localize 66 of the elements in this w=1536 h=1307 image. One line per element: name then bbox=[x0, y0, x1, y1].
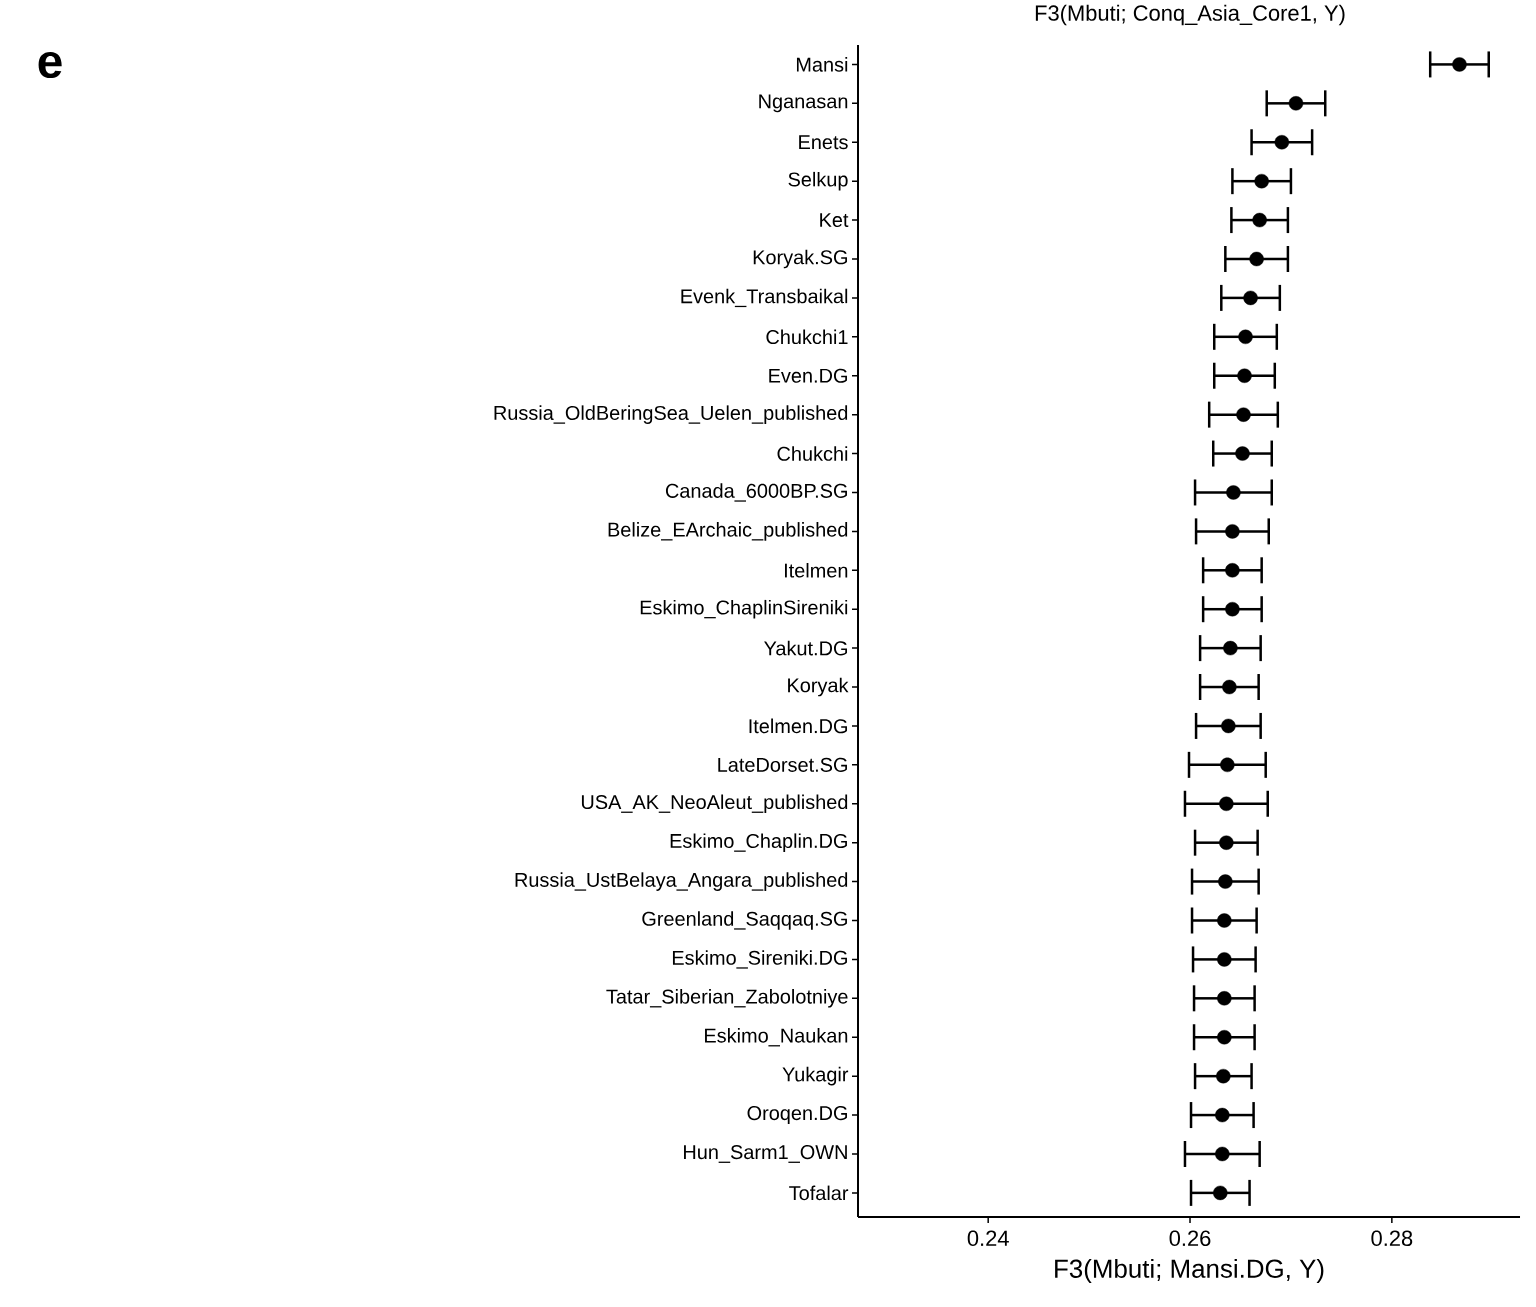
y-tick-label: USA_AK_NeoAleut_published bbox=[581, 794, 848, 814]
text: F3(Mbuti; Conq_Asia_Core1, Y) bbox=[1035, 4, 1345, 26]
y-tick-label: Russia_OldBeringSea_Uelen_published bbox=[494, 405, 848, 424]
y-tick-label: Russia_UstBelaya_Angara_published bbox=[515, 872, 848, 891]
point bbox=[1236, 407, 1251, 422]
point bbox=[1221, 718, 1236, 734]
point bbox=[1254, 173, 1269, 189]
y-tick-label: Eskimo_Chaplin.DG bbox=[670, 833, 847, 852]
point bbox=[1217, 913, 1232, 928]
point bbox=[1225, 563, 1240, 578]
point bbox=[1216, 1068, 1231, 1084]
point bbox=[1237, 368, 1252, 383]
point bbox=[1274, 135, 1290, 150]
y-tick-label: LateDorset.SG bbox=[718, 757, 847, 772]
y-tick-label: Belize_EArchaic_published bbox=[608, 522, 848, 541]
point bbox=[1215, 1146, 1230, 1162]
y-tick-label: Eskimo_Sireniki.DG bbox=[672, 950, 847, 969]
point bbox=[1223, 640, 1238, 656]
y-tick-label: Mansi bbox=[796, 57, 848, 72]
point bbox=[1217, 991, 1232, 1006]
y-tick-label: Koryak bbox=[788, 677, 849, 697]
point bbox=[1217, 952, 1232, 967]
x-tick-label: 0.28 bbox=[1371, 1230, 1413, 1247]
y-tick-label: Greenland_Saqqaq.SG bbox=[642, 911, 847, 930]
x-axis-title: F3(Mbuti; Mansi.DG, Y) bbox=[1055, 1258, 1324, 1284]
point bbox=[1249, 251, 1264, 267]
y-tick-label: Hun_Sarm1_OWN bbox=[684, 1145, 847, 1163]
point bbox=[1215, 1107, 1230, 1123]
y-tick-label: Yukagir bbox=[782, 1066, 849, 1086]
y-tick-label: Ket bbox=[820, 213, 849, 228]
point bbox=[1213, 1185, 1228, 1201]
y-tick-label: Koryak.SG bbox=[753, 249, 847, 269]
y-tick-label: Tofalar bbox=[789, 1185, 849, 1201]
y-tick-label: Nganasan bbox=[759, 94, 848, 113]
point bbox=[1235, 446, 1250, 461]
y-tick-label: Canada_6000BP.SG bbox=[665, 483, 847, 502]
point bbox=[1225, 602, 1240, 617]
y-tick-label: Enets bbox=[799, 135, 848, 150]
point bbox=[1220, 757, 1235, 773]
y-tick-label: Chukchi bbox=[777, 446, 848, 461]
point bbox=[1225, 524, 1240, 539]
point bbox=[1238, 329, 1253, 345]
y-tick-label: Even.DG bbox=[769, 368, 847, 383]
point bbox=[1226, 485, 1241, 500]
y-tick-label: Chukchi1 bbox=[766, 329, 848, 345]
y-tick-label: Itelmen bbox=[784, 562, 848, 578]
point bbox=[1219, 796, 1234, 811]
y-tick-label: Tatar_Siberian_Zabolotniye bbox=[606, 989, 848, 1008]
y-tick-label: Eskimo_ChaplinSireniki bbox=[640, 599, 848, 619]
point bbox=[1217, 1030, 1232, 1045]
y-tick-label: Eskimo_Naukan bbox=[705, 1028, 848, 1047]
y-tick-label: Evenk_Transbaikal bbox=[681, 288, 848, 308]
point bbox=[1288, 96, 1304, 111]
x-tick-label: 0.24 bbox=[967, 1230, 1009, 1247]
point bbox=[1252, 212, 1267, 228]
point bbox=[1219, 835, 1234, 850]
y-tick-label: Selkup bbox=[788, 171, 848, 191]
text: e bbox=[38, 51, 62, 79]
y-tick-label: Oroqen.DG bbox=[747, 1106, 847, 1125]
y-tick-label: Yakut.DG bbox=[764, 640, 847, 656]
point bbox=[1243, 290, 1258, 306]
x-tick-label: 0.26 bbox=[1169, 1230, 1211, 1247]
point bbox=[1218, 874, 1233, 889]
point bbox=[1452, 57, 1467, 72]
y-tick-label: Itelmen.DG bbox=[749, 718, 847, 734]
point bbox=[1222, 679, 1237, 695]
